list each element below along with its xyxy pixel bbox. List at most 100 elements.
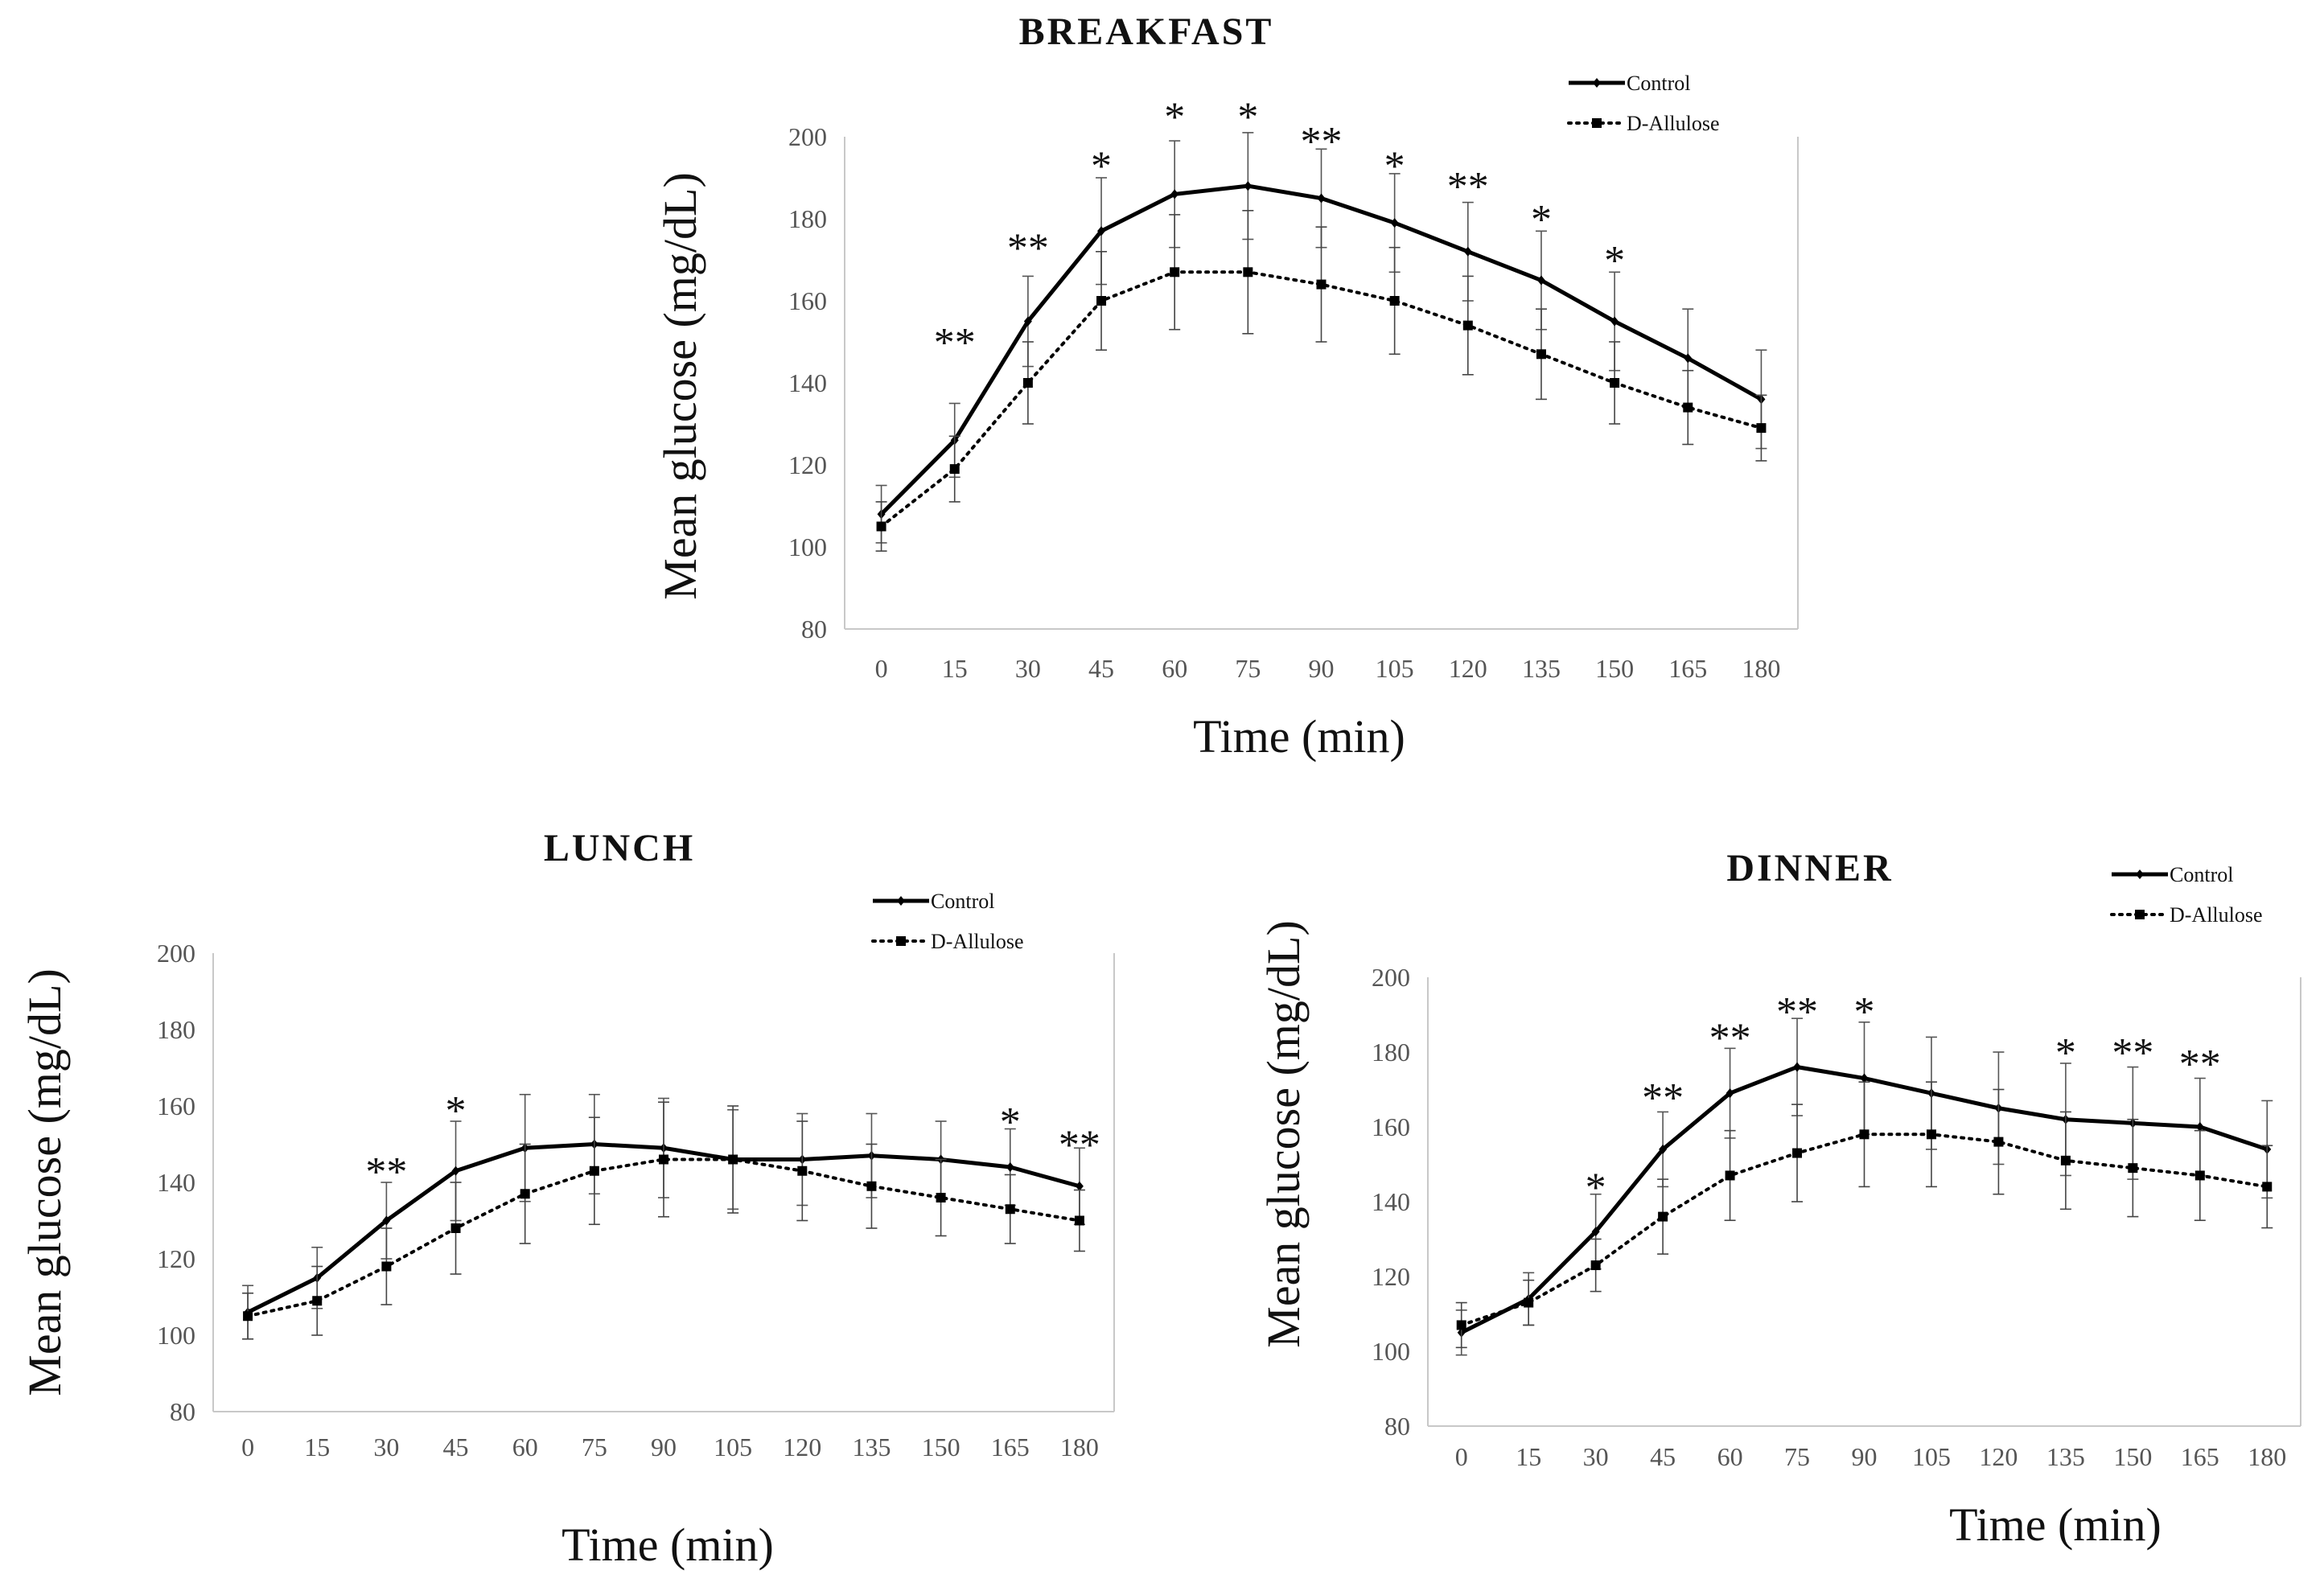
- data-point: [2262, 1182, 2273, 1192]
- data-point: [1658, 1211, 1668, 1222]
- data-point: [1610, 378, 1620, 388]
- data-point: [1926, 1129, 1936, 1140]
- legend-marker: [2136, 869, 2144, 879]
- y-tick-label: 200: [157, 939, 195, 968]
- y-tick-label: 180: [1372, 1038, 1410, 1067]
- x-tick-label: 135: [2046, 1442, 2085, 1471]
- x-tick-label: 90: [1309, 654, 1335, 683]
- significance-marker: *: [1604, 238, 1625, 284]
- y-tick-label: 160: [788, 286, 827, 315]
- y-tick-label: 100: [788, 532, 827, 561]
- chart-title: BREAKFAST: [1019, 10, 1274, 53]
- data-point: [1610, 316, 1619, 327]
- data-point: [1389, 296, 1400, 306]
- significance-marker: *: [2055, 1030, 2076, 1076]
- data-point: [1659, 1144, 1668, 1154]
- data-point: [1756, 423, 1767, 434]
- data-point: [1792, 1148, 1803, 1158]
- data-point: [1023, 316, 1032, 327]
- data-point: [2060, 1155, 2071, 1165]
- x-tick-label: 90: [651, 1433, 677, 1461]
- x-tick-label: 30: [1583, 1442, 1609, 1471]
- plot-area: 80 100 120 140 160 180 200 0 15 30 45 60 75 90 105 120 1…: [788, 95, 1799, 683]
- significance-marker: **: [1642, 1075, 1684, 1121]
- chart-dinner: DINNER Mean glucose (mg/dL) Time (min) C…: [1257, 847, 2301, 1551]
- data-point: [2195, 1122, 2204, 1132]
- x-tick-label: 15: [304, 1433, 330, 1461]
- data-point: [382, 1215, 391, 1226]
- data-point: [1456, 1320, 1466, 1330]
- significance-marker: **: [1301, 119, 1343, 165]
- x-tick-label: 180: [2248, 1442, 2286, 1471]
- x-tick-label: 0: [1455, 1442, 1468, 1471]
- data-point: [1463, 246, 1472, 257]
- data-point: [1096, 296, 1107, 306]
- data-point: [450, 1223, 461, 1233]
- plot-area: 80 100 120 140 160 180 200 0 15 30 45 60 75 90 105 120 1…: [157, 939, 1115, 1461]
- significance-marker: *: [1854, 989, 1875, 1035]
- data-point: [243, 1311, 253, 1322]
- legend-label: Control: [2170, 863, 2233, 886]
- legend-marker: [1592, 118, 1602, 128]
- y-tick-label: 120: [788, 450, 827, 479]
- significance-marker: *: [1091, 144, 1112, 190]
- data-point: [451, 1165, 460, 1176]
- y-tick-label: 140: [788, 368, 827, 397]
- legend: Control D-Allulose: [2110, 863, 2263, 927]
- x-tick-label: 180: [1060, 1433, 1099, 1461]
- chart-breakfast: BREAKFAST Mean glucose (mg/dL) Time (min…: [654, 10, 1799, 763]
- data-point: [2128, 1163, 2138, 1174]
- y-tick-label: 100: [1372, 1337, 1410, 1366]
- data-point: [1316, 279, 1327, 290]
- data-point: [797, 1165, 808, 1176]
- data-point: [1170, 189, 1179, 199]
- y-tick-label: 180: [788, 204, 827, 233]
- significance-marker: **: [1059, 1123, 1100, 1169]
- legend-marker: [2135, 910, 2145, 919]
- data-point: [1591, 1227, 1600, 1237]
- x-tick-label: 120: [783, 1433, 821, 1461]
- x-tick-label: 75: [1235, 654, 1261, 683]
- legend-marker: [896, 936, 906, 946]
- data-point: [1006, 1162, 1014, 1172]
- data-point: [659, 1154, 668, 1165]
- x-tick-label: 165: [991, 1433, 1030, 1461]
- significance-marker: **: [1007, 226, 1049, 272]
- x-axis-label: Time (min): [1949, 1498, 2162, 1551]
- data-point: [1243, 267, 1253, 277]
- significance-marker: *: [1000, 1100, 1021, 1145]
- x-tick-label: 45: [1650, 1442, 1676, 1471]
- y-tick-label: 120: [157, 1244, 195, 1273]
- data-point: [1170, 267, 1180, 277]
- x-tick-label: 165: [2181, 1442, 2219, 1471]
- x-tick-label: 90: [1852, 1442, 1878, 1471]
- y-tick-label: 80: [1384, 1412, 1410, 1441]
- data-point: [876, 521, 886, 532]
- y-tick-label: 80: [801, 615, 827, 643]
- legend-label: D-Allulose: [2170, 903, 2263, 927]
- data-point: [728, 1154, 738, 1165]
- y-tick-label: 160: [1372, 1112, 1410, 1141]
- data-point: [1536, 349, 1546, 360]
- y-tick-label: 100: [157, 1321, 195, 1350]
- x-tick-label: 15: [942, 654, 968, 683]
- x-tick-label: 45: [443, 1433, 469, 1461]
- data-point: [1536, 275, 1545, 286]
- data-point: [312, 1296, 323, 1306]
- x-tick-label: 105: [1376, 654, 1414, 683]
- x-tick-label: 120: [1449, 654, 1487, 683]
- y-tick-label: 200: [788, 122, 827, 151]
- significance-marker: **: [2179, 1042, 2221, 1087]
- significance-marker: **: [2112, 1030, 2153, 1076]
- x-tick-label: 45: [1088, 654, 1114, 683]
- y-axis-label: Mean glucose (mg/dL): [1257, 920, 1310, 1348]
- y-tick-label: 180: [157, 1015, 195, 1044]
- data-point: [1684, 353, 1693, 364]
- data-point: [1462, 320, 1473, 331]
- significance-marker: *: [1237, 95, 1258, 141]
- x-tick-label: 30: [373, 1433, 399, 1461]
- legend-marker: [897, 896, 905, 906]
- x-tick-label: 120: [1979, 1442, 2018, 1471]
- data-point: [1005, 1204, 1015, 1215]
- x-tick-label: 150: [922, 1433, 960, 1461]
